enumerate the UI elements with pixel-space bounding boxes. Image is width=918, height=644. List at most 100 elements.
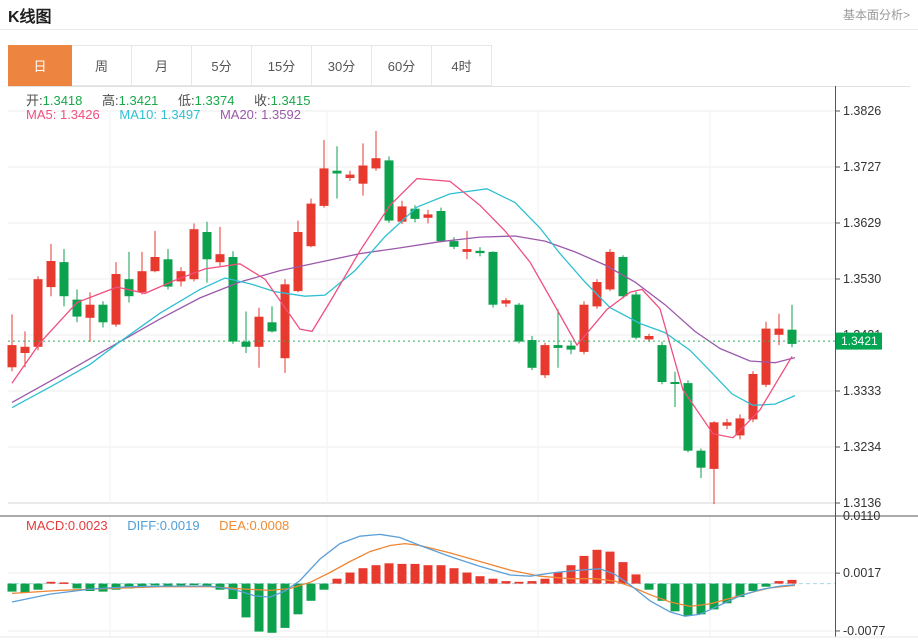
candle-body [410,208,420,219]
macd-tick-label: -0.0077 [843,624,885,638]
macd-bar [150,583,160,586]
candle-body [488,251,498,305]
candle-body [618,257,628,297]
macd-bar [202,583,212,587]
macd-bar [345,572,355,584]
macd-bars [7,549,797,633]
macd-bar [254,583,264,632]
macd-bar [124,583,134,589]
candle-body [761,328,771,385]
macd-bar [592,549,602,584]
candle-body [293,232,303,292]
candle-body [553,345,563,348]
candle-body [449,241,459,247]
macd-bar [293,583,303,615]
candle-body [423,214,433,218]
tab-30分[interactable]: 30分 [312,45,372,86]
candle-body [111,274,121,325]
macd-bar [748,583,758,591]
candle-body [384,160,394,221]
macd-panel [0,515,918,585]
price-tick-label: 1.3629 [843,216,881,230]
macd-bar [462,572,472,584]
price-tick-label: 1.3727 [843,160,881,174]
macd-bar [189,583,199,586]
macd-bar [722,583,732,604]
macd-bar [33,583,43,590]
dea-line [11,542,796,608]
macd-bar [228,583,238,599]
candle-body [46,261,56,288]
candle-body [20,346,30,353]
ma5-line [11,177,793,439]
candle-body [527,340,537,368]
candle-body [774,328,784,335]
candle-body [163,259,173,287]
macd-bar [761,583,771,587]
candle-body [514,304,524,342]
page-title: K线图 [8,8,52,26]
grid [8,110,835,637]
candle-body [280,284,290,359]
macd-bar [618,562,628,584]
macd-bar [475,576,485,584]
macd-bar [46,581,56,584]
candle-body [709,422,719,469]
macd-tick-label: 0.0110 [843,509,880,523]
candle-body [475,250,485,254]
macd-bar [397,563,407,584]
candle-body [319,168,329,206]
chart-canvas[interactable]: 1.38261.37271.36291.35301.34311.33331.32… [0,86,918,639]
tab-5分[interactable]: 5分 [192,45,252,86]
fundamental-analysis-link[interactable]: 基本面分析> [842,8,910,22]
candle-body [267,322,277,332]
price-tick-label: 1.3234 [843,440,881,454]
tab-15分[interactable]: 15分 [252,45,312,86]
candle-body [462,249,472,252]
macd-bar [527,581,537,584]
macd-bar [735,583,745,598]
candle-body [189,229,199,280]
tab-日[interactable]: 日 [8,45,72,86]
macd-bar [696,583,706,615]
candle-body [33,279,43,347]
macd-bar [267,583,277,633]
macd-bar [358,568,368,584]
candle-body [7,345,17,368]
candle-body [176,271,186,282]
candle-body [670,382,680,384]
kline-chart[interactable]: 1.38261.37271.36291.35301.34311.33331.32… [0,86,918,639]
macd-bar [787,579,797,584]
candle-body [85,304,95,318]
tab-4时[interactable]: 4时 [432,45,492,86]
macd-bar [501,581,511,584]
candle-body [59,262,69,297]
tab-月[interactable]: 月 [132,45,192,86]
ma10-line [11,188,796,409]
macd-bar [657,583,667,601]
candle-body [202,232,212,260]
candle-body [631,294,641,338]
candle-body [241,341,251,347]
macd-bar [176,583,186,586]
ma20-line [11,235,796,403]
candle-body [605,251,615,290]
candle-body [501,300,511,304]
current-price-tag: 1.3421 [836,332,882,350]
tab-60分[interactable]: 60分 [372,45,432,86]
tab-周[interactable]: 周 [72,45,132,86]
candle-body [657,345,667,382]
candle-body [150,257,160,272]
candle-body [98,304,108,323]
macd-bar [163,583,173,587]
candle-body [397,206,407,222]
candle-body [735,418,745,436]
candle-body [332,170,342,174]
macd-bar [111,583,121,590]
svg-text:1.3421: 1.3421 [841,334,878,348]
macd-bar [683,583,693,616]
macd-bar [709,583,719,610]
macd-bar [410,563,420,584]
macd-bar [280,583,290,628]
macd-bar [319,583,329,590]
